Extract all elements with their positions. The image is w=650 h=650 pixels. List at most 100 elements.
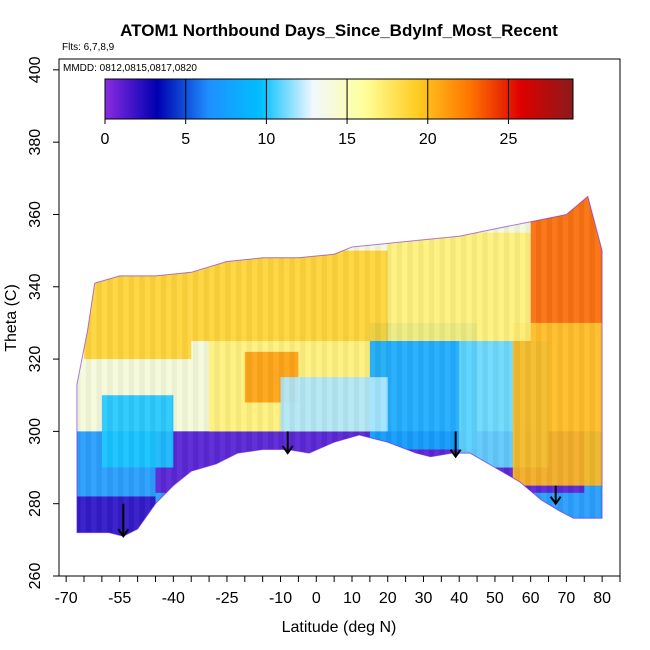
heatmap-cell: [84, 268, 192, 360]
heatmap-column: [385, 196, 392, 537]
x-tick-label: -70: [55, 590, 78, 607]
heatmap-cell: [101, 395, 174, 468]
arrow-head: [117, 528, 130, 538]
heatmap-column: [305, 196, 311, 537]
heatmap-column: [536, 196, 542, 537]
y-tick-label: 360: [27, 201, 44, 228]
heatmap-column: [96, 196, 102, 537]
heatmap-column: [150, 196, 156, 537]
x-tick-label: 10: [343, 590, 361, 607]
heatmap-column: [235, 196, 242, 537]
heatmap-column: [225, 196, 231, 537]
heatmap-column: [332, 196, 338, 537]
heatmap-column: [246, 196, 252, 537]
colorbar-tick-label: 5: [181, 131, 190, 148]
heatmap-column: [321, 196, 327, 537]
heatmap-column: [64, 59, 69, 576]
heatmap-column: [343, 196, 349, 537]
heatmap-column: [493, 196, 499, 537]
heatmap-column: [600, 196, 603, 537]
heatmap-cell: [280, 377, 388, 432]
heatmap-column: [155, 196, 161, 537]
heatmap-column: [107, 196, 113, 537]
heatmap-column: [396, 196, 403, 537]
heatmap-column: [450, 196, 456, 537]
heatmap-column: [423, 196, 429, 537]
y-tick-label: 280: [27, 490, 44, 517]
heatmap-column: [76, 196, 81, 537]
heatmap-column: [509, 196, 515, 537]
y-tick-label: 400: [27, 56, 44, 83]
heatmap-column: [380, 196, 386, 537]
heatmap-column: [428, 196, 435, 537]
heatmap-column: [166, 196, 172, 537]
heatmap-column: [144, 196, 151, 537]
heatmap-column: [284, 196, 290, 537]
x-tick-label: -55: [108, 590, 131, 607]
heatmap-column: [568, 196, 574, 537]
heatmap-column: [589, 196, 595, 537]
chart-title: ATOM1 Northbound Days_Since_BdyInf_Most_…: [120, 21, 558, 40]
heatmap-column: [471, 196, 478, 537]
heatmap-cell: [191, 250, 388, 341]
heatmap-column: [182, 196, 188, 537]
heatmap-column: [326, 196, 333, 537]
heatmap-column: [594, 196, 601, 537]
x-tick-label: 30: [415, 590, 433, 607]
heatmap-column: [525, 196, 531, 537]
x-axis-label: Latitude (deg N): [282, 619, 397, 636]
heatmap-column: [562, 196, 569, 537]
heatmap-column: [251, 196, 258, 537]
y-axis-label: Theta (C): [3, 284, 20, 352]
heatmap-column: [552, 196, 558, 537]
heatmap-column: [101, 196, 108, 537]
heatmap-column: [498, 196, 504, 537]
y-tick-label: 300: [27, 418, 44, 445]
colorbar: 0 5 10 15 20 25: [101, 78, 574, 148]
colorbar-rect: [104, 78, 574, 120]
colorbar-ticks: 0 5 10 15 20 25: [101, 79, 517, 148]
heatmap-column: [91, 196, 97, 537]
heatmap-column: [128, 196, 135, 537]
y-tick-label: 380: [27, 129, 44, 156]
heatmap-column: [487, 196, 494, 537]
heatmap-column: [70, 59, 75, 576]
heatmap-column: [262, 196, 269, 537]
heatmap-column: [530, 196, 537, 537]
heatmap-column: [578, 196, 585, 537]
heatmap-cell: [387, 232, 531, 341]
heatmap-column: [375, 196, 381, 537]
heatmap-column: [557, 196, 563, 537]
heatmap-column: [230, 196, 236, 537]
heatmap-column: [482, 196, 488, 537]
heatmap-column: [391, 196, 397, 537]
heatmap-column: [85, 196, 92, 537]
heatmap-column: [278, 196, 285, 537]
heatmap-column: [584, 196, 590, 537]
heatmap-column: [134, 196, 140, 537]
x-tick-label: 40: [450, 590, 468, 607]
heatmap-column: [434, 196, 440, 537]
colorbar-tick-label: 10: [257, 131, 275, 148]
x-axis: -70 -55 -40 -25 -10 0 10 20 30 40 50 60 70 80: [55, 575, 621, 607]
colorbar-tick-label: 20: [419, 131, 437, 148]
x-tick-label: 50: [486, 590, 504, 607]
heatmap-column: [112, 196, 118, 537]
heatmap-column: [59, 59, 64, 576]
domain-outline: [76, 195, 603, 537]
heatmap-column: [407, 196, 413, 537]
x-tick-label: -10: [269, 590, 292, 607]
x-tick-label: 80: [593, 590, 611, 607]
heatmap-column: [412, 196, 419, 537]
y-tick-label: 340: [27, 273, 44, 300]
heatmap-column: [310, 196, 317, 537]
x-tick-label: 0: [312, 590, 321, 607]
heatmap-column: [519, 196, 526, 537]
heatmap-column: [171, 196, 177, 537]
y-tick-label: 260: [27, 563, 44, 590]
y-axis: 260 280 300 320 340 360 380 400: [27, 56, 60, 590]
heatmap-column: [214, 196, 220, 537]
heatmap-column: [348, 196, 354, 537]
arrow-head: [449, 449, 462, 459]
